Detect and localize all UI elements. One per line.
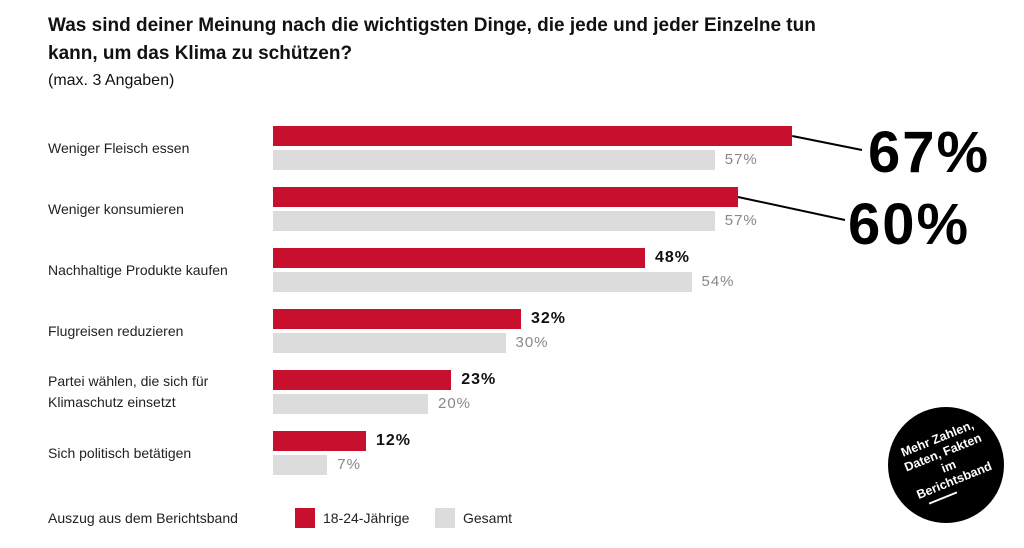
value-label: 23% (461, 371, 497, 388)
category-label: Flugreisen reduzieren (48, 322, 184, 339)
value-label: 7% (337, 456, 361, 473)
bar (273, 394, 428, 414)
legend-swatch (295, 508, 315, 528)
legend-note: Auszug aus dem Berichtsband (48, 510, 238, 526)
bar (273, 455, 328, 475)
callout-line (737, 196, 846, 221)
bar (273, 187, 738, 207)
chart-title: Was sind deiner Meinung nach die wichtig… (48, 15, 816, 64)
category-label: Weniger Fleisch essen (48, 139, 190, 156)
bar (273, 126, 793, 146)
bar (273, 150, 715, 170)
bar (273, 370, 452, 390)
badge (888, 407, 1004, 523)
value-label: 30% (515, 334, 549, 351)
legend-label: 18-24-Jährige (323, 510, 410, 526)
category-label: Nachhaltige Produkte kaufen (48, 261, 228, 278)
bar (273, 248, 645, 268)
category-label: Weniger konsumieren (48, 200, 184, 217)
bar (273, 333, 506, 353)
bar (273, 272, 692, 292)
category-label: Sich politisch betätigen (48, 444, 192, 461)
legend-label: Gesamt (463, 510, 513, 526)
callout-label: 60% (848, 192, 971, 257)
bar (273, 309, 521, 329)
chart-subtitle: (max. 3 Angaben) (48, 72, 175, 89)
value-label: 20% (438, 395, 472, 412)
value-label: 57% (724, 212, 758, 229)
value-label: 12% (376, 432, 412, 449)
bar (273, 211, 715, 231)
category-label: Partei wählen, die sich für Klimaschutz … (48, 373, 209, 410)
legend-swatch (435, 508, 455, 528)
bar (273, 431, 366, 451)
value-label: 32% (531, 310, 567, 327)
callout-label: 67% (868, 120, 991, 185)
callout-line (792, 135, 863, 151)
value-label: 48% (655, 249, 691, 266)
value-label: 54% (701, 273, 735, 290)
value-label: 57% (724, 151, 758, 168)
